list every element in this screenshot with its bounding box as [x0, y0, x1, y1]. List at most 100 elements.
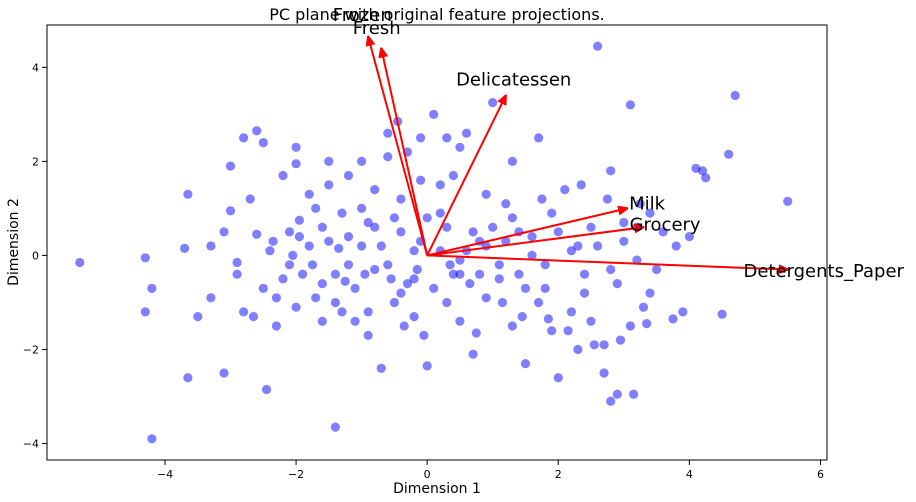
chart-title: PC plane with original feature projectio…: [269, 5, 604, 24]
data-point: [553, 227, 563, 237]
data-point: [409, 274, 419, 284]
data-point: [602, 194, 613, 204]
data-point: [357, 203, 367, 213]
vector-milk: [426, 208, 627, 257]
data-point: [317, 316, 327, 326]
data-point: [376, 363, 386, 373]
data-point: [304, 189, 314, 199]
data-point: [402, 279, 413, 289]
data-point: [668, 314, 678, 324]
data-point: [324, 156, 334, 166]
data-point: [629, 389, 639, 399]
data-point: [448, 170, 458, 181]
data-point: [376, 241, 386, 251]
data-point: [475, 269, 485, 279]
data-point: [527, 250, 537, 260]
data-point: [307, 260, 318, 270]
data-point: [357, 156, 367, 166]
data-point: [258, 138, 268, 148]
data-point: [225, 206, 236, 216]
data-point: [324, 180, 334, 190]
data-point: [579, 269, 590, 279]
data-point: [419, 330, 429, 340]
data-point: [225, 161, 236, 171]
data-point: [298, 269, 308, 279]
data-point: [724, 149, 734, 159]
data-point: [317, 222, 327, 232]
vector-label-detergents-paper: Detergents_Paper: [743, 261, 904, 282]
data-point: [271, 293, 281, 303]
data-point: [579, 288, 590, 298]
data-point: [537, 194, 547, 204]
data-point: [239, 133, 249, 143]
data-point: [615, 335, 626, 345]
y-tick-label: 4: [32, 61, 39, 74]
data-point: [599, 340, 609, 350]
data-point: [265, 246, 275, 256]
y-tick-label: −2: [23, 343, 39, 356]
data-point: [422, 361, 432, 371]
vector-frozen: [368, 37, 429, 256]
data-point: [409, 312, 419, 322]
data-point: [350, 283, 360, 293]
data-point: [252, 126, 262, 136]
data-point: [534, 297, 544, 308]
data-point: [497, 297, 508, 308]
data-point: [183, 189, 193, 199]
data-point: [311, 293, 321, 303]
data-point: [429, 109, 439, 119]
data-point: [632, 255, 642, 265]
data-point: [534, 133, 544, 143]
data-point: [278, 170, 288, 181]
data-point: [576, 180, 586, 190]
data-point: [543, 314, 554, 324]
data-point: [360, 269, 370, 279]
data-point: [271, 321, 281, 331]
data-point: [468, 349, 478, 359]
vector-label-milk: Milk: [629, 194, 666, 215]
data-point: [284, 260, 295, 270]
data-point: [455, 142, 465, 152]
data-point: [389, 213, 399, 223]
data-point: [507, 321, 517, 331]
plot-frame: [46, 24, 828, 461]
data-point: [399, 321, 409, 331]
vector-label-grocery: Grocery: [630, 214, 701, 235]
data-point: [206, 293, 216, 303]
data-point: [684, 232, 695, 242]
x-tick-label: 2: [555, 468, 562, 481]
data-point: [625, 321, 636, 331]
data-point: [638, 302, 649, 312]
y-axis-ticks: −4 −2 0 2 4: [23, 61, 47, 451]
data-point: [642, 319, 652, 329]
data-point: [206, 241, 216, 251]
data-point: [435, 180, 445, 190]
data-point: [606, 264, 616, 275]
data-point: [461, 128, 472, 138]
data-point: [284, 227, 295, 237]
data-point: [560, 185, 570, 195]
data-point: [678, 307, 688, 317]
data-point: [262, 384, 272, 395]
data-point: [612, 279, 622, 289]
data-point: [471, 328, 481, 338]
x-tick-label: −4: [157, 468, 173, 481]
data-point: [219, 368, 229, 378]
data-point: [553, 373, 563, 383]
y-tick-label: 2: [32, 155, 39, 168]
data-point: [494, 260, 504, 270]
data-point: [547, 208, 557, 218]
data-point: [294, 215, 304, 225]
data-point: [396, 227, 406, 237]
data-point: [635, 199, 645, 209]
data-point: [606, 166, 616, 176]
data-point: [429, 283, 439, 293]
data-point: [350, 316, 360, 326]
data-point: [383, 128, 393, 138]
data-point: [304, 241, 314, 251]
data-point: [396, 194, 406, 204]
x-axis-label: Dimension 1: [393, 481, 481, 497]
data-point: [330, 422, 340, 432]
